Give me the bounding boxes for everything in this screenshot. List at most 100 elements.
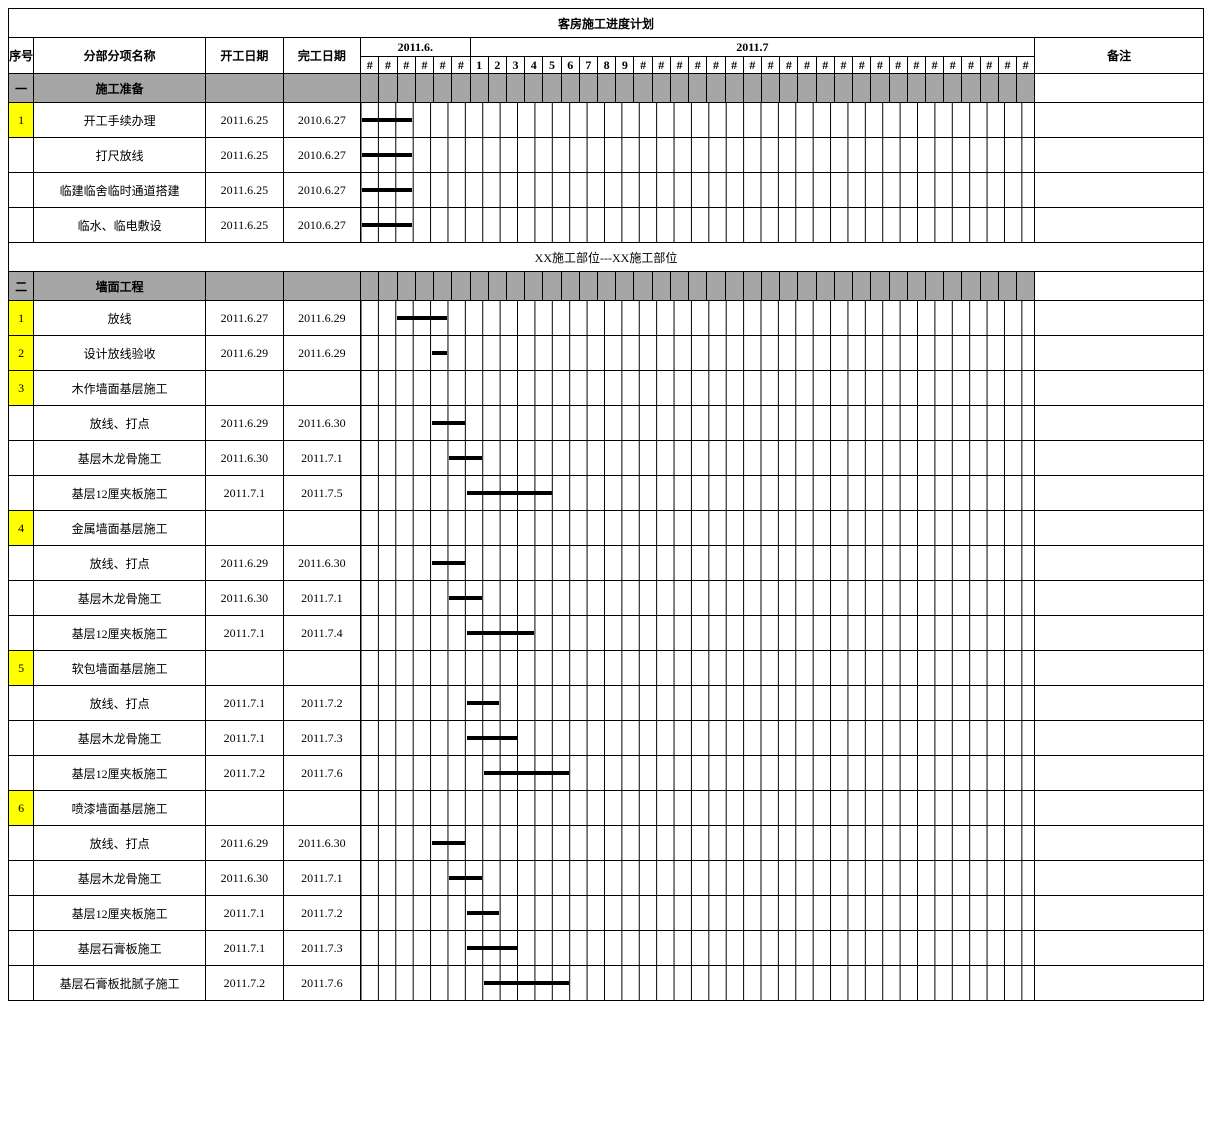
task-note: [1035, 371, 1204, 406]
section-name: 施工准备: [34, 74, 206, 103]
gantt-bar: [432, 421, 465, 425]
day-header: #: [634, 57, 652, 74]
day-header: #: [397, 57, 415, 74]
span-row: XX施工部位---XX施工部位: [9, 243, 1204, 272]
day-header: 5: [543, 57, 561, 74]
day-header: 3: [506, 57, 524, 74]
task-name: 喷漆墙面基层施工: [34, 791, 206, 826]
task-end: 2011.6.30: [283, 546, 361, 581]
section-day-cell: [379, 74, 397, 103]
task-seq: 1: [9, 103, 34, 138]
task-name: 木作墙面基层施工: [34, 371, 206, 406]
task-row: 基层12厘夹板施工2011.7.12011.7.4: [9, 616, 1204, 651]
task-start: 2011.6.25: [206, 138, 284, 173]
task-start: 2011.6.29: [206, 336, 284, 371]
section-day-cell: [689, 74, 707, 103]
section-day-cell: [816, 74, 834, 103]
task-row: 2设计放线验收2011.6.292011.6.29: [9, 336, 1204, 371]
task-note: [1035, 138, 1204, 173]
task-row: 打尺放线2011.6.252010.6.27: [9, 138, 1204, 173]
day-header: #: [834, 57, 852, 74]
task-end: 2011.6.29: [283, 301, 361, 336]
task-name: 打尺放线: [34, 138, 206, 173]
task-timeline: [361, 371, 1035, 406]
task-end: 2011.7.5: [283, 476, 361, 511]
task-name: 基层12厘夹板施工: [34, 616, 206, 651]
task-row: 1开工手续办理2011.6.252010.6.27: [9, 103, 1204, 138]
task-name: 基层12厘夹板施工: [34, 896, 206, 931]
section-day-cell: [415, 74, 433, 103]
task-start: 2011.7.2: [206, 756, 284, 791]
task-name: 开工手续办理: [34, 103, 206, 138]
task-seq: [9, 756, 34, 791]
task-end: 2011.6.29: [283, 336, 361, 371]
section-day-cell: [780, 272, 798, 301]
day-header: #: [434, 57, 452, 74]
task-row: 放线、打点2011.6.292011.6.30: [9, 546, 1204, 581]
task-end: 2011.7.2: [283, 896, 361, 931]
task-note: [1035, 546, 1204, 581]
task-start: 2011.6.25: [206, 208, 284, 243]
task-seq: [9, 441, 34, 476]
task-end: 2011.7.3: [283, 721, 361, 756]
section-day-cell: [907, 272, 925, 301]
day-header: #: [798, 57, 816, 74]
section-row: 二墙面工程: [9, 272, 1204, 301]
task-row: 基层12厘夹板施工2011.7.12011.7.2: [9, 896, 1204, 931]
task-start: [206, 791, 284, 826]
section-day-cell: [871, 74, 889, 103]
section-end: [283, 272, 361, 301]
task-start: 2011.7.1: [206, 721, 284, 756]
task-row: 基层石膏板批腻子施工2011.7.22011.7.6: [9, 966, 1204, 1001]
task-seq: [9, 208, 34, 243]
section-day-cell: [925, 272, 943, 301]
day-header: 9: [616, 57, 634, 74]
task-start: [206, 371, 284, 406]
task-timeline: [361, 173, 1035, 208]
task-start: [206, 651, 284, 686]
section-day-cell: [798, 74, 816, 103]
task-note: [1035, 476, 1204, 511]
section-day-cell: [743, 272, 761, 301]
day-header: #: [361, 57, 379, 74]
task-seq: [9, 861, 34, 896]
gantt-bar: [362, 223, 412, 227]
task-end: 2010.6.27: [283, 103, 361, 138]
gantt-bar: [449, 876, 482, 880]
section-day-cell: [616, 272, 634, 301]
section-day-cell: [379, 272, 397, 301]
task-timeline: [361, 301, 1035, 336]
task-end: 2011.7.3: [283, 931, 361, 966]
task-name: 基层木龙骨施工: [34, 581, 206, 616]
section-day-cell: [488, 74, 506, 103]
task-start: 2011.7.1: [206, 476, 284, 511]
task-note: [1035, 208, 1204, 243]
gantt-bar: [467, 491, 552, 495]
section-day-cell: [816, 272, 834, 301]
task-name: 临水、临电敷设: [34, 208, 206, 243]
task-seq: [9, 406, 34, 441]
task-start: 2011.6.29: [206, 546, 284, 581]
section-day-cell: [361, 272, 379, 301]
task-row: 基层12厘夹板施工2011.7.12011.7.5: [9, 476, 1204, 511]
task-name: 放线、打点: [34, 546, 206, 581]
day-header: #: [762, 57, 780, 74]
col-end: 完工日期: [283, 38, 361, 74]
task-timeline: [361, 826, 1035, 861]
section-day-cell: [561, 272, 579, 301]
task-seq: 6: [9, 791, 34, 826]
day-header: #: [707, 57, 725, 74]
gantt-bar: [467, 946, 517, 950]
task-timeline: [361, 511, 1035, 546]
task-row: 1放线2011.6.272011.6.29: [9, 301, 1204, 336]
section-note: [1035, 272, 1204, 301]
section-day-cell: [525, 272, 543, 301]
section-day-cell: [853, 74, 871, 103]
task-end: 2010.6.27: [283, 208, 361, 243]
section-day-cell: [1017, 74, 1035, 103]
task-seq: [9, 896, 34, 931]
task-name: 基层石膏板批腻子施工: [34, 966, 206, 1001]
section-day-cell: [725, 74, 743, 103]
month-header: 2011.6.: [361, 38, 470, 57]
task-start: 2011.6.27: [206, 301, 284, 336]
